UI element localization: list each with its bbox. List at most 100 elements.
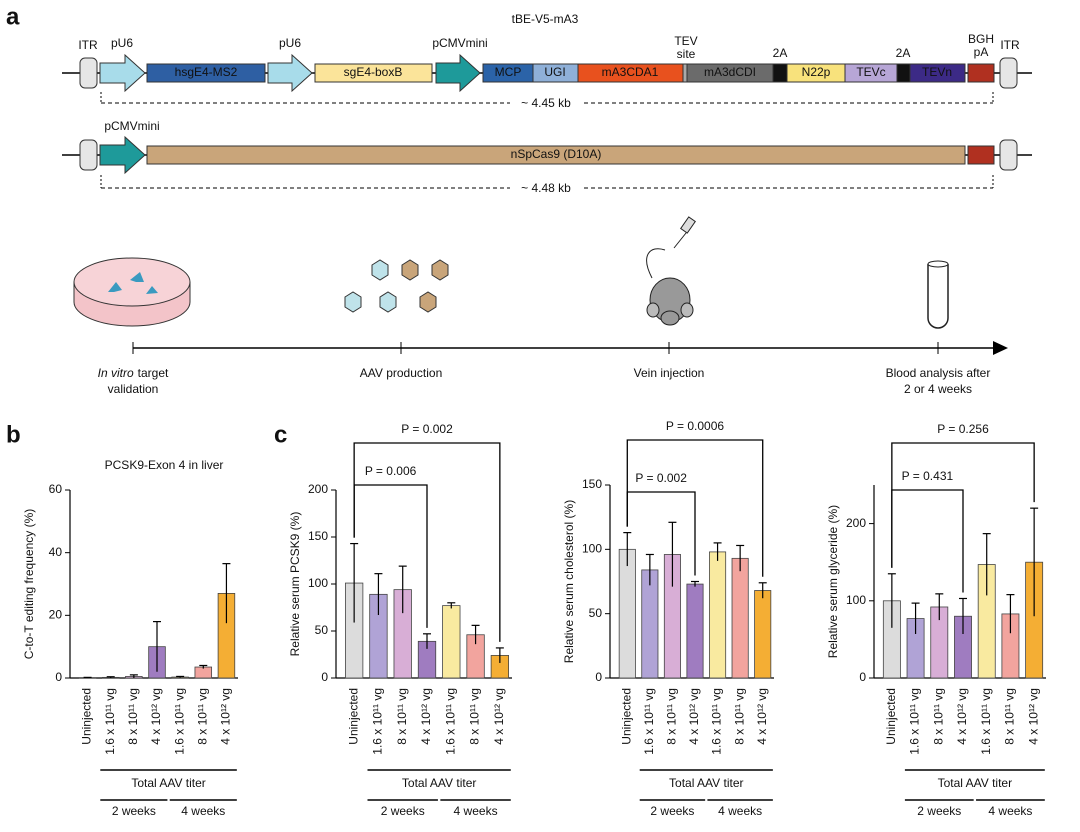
group-label: 4 weeks <box>181 804 225 818</box>
tube-icon <box>927 260 949 329</box>
bar <box>754 590 772 679</box>
promoter-arrow <box>435 53 481 93</box>
x-tick-label: 1.6 x 10¹¹ vg <box>443 688 457 755</box>
element-label: pCMVmini <box>432 36 487 50</box>
segment <box>896 63 911 83</box>
bar <box>194 666 213 679</box>
bar <box>686 583 704 679</box>
segment-label: sgE4-boxB <box>344 65 403 79</box>
y-tick-label: 60 <box>49 482 63 496</box>
panel-label: a <box>6 3 20 30</box>
x-tick-label: 1.6 x 10¹¹ vg <box>979 688 993 755</box>
panel-label: c <box>274 421 287 448</box>
size-label: ~ 4.45 kb <box>521 96 571 110</box>
segment <box>909 63 966 83</box>
segment-label: N22p <box>802 65 831 79</box>
group-label: 2 weeks <box>650 804 694 818</box>
element-label: 2A <box>896 46 911 60</box>
element-label: BGH <box>968 32 994 46</box>
p-value: P = 0.002 <box>401 422 453 436</box>
y-axis-label: Relative serum PCSK9 (%) <box>288 512 302 657</box>
y-tick-label: 20 <box>49 608 63 622</box>
x-tick-label: 1.6 x 10¹¹ vg <box>103 688 117 755</box>
y-tick-label: 200 <box>846 516 866 530</box>
x-tick-label: 1.6 x 10¹¹ vg <box>371 688 385 755</box>
x-tick-label: 8 x 10¹¹ vg <box>126 688 140 745</box>
x-tick-label: 4 x 10¹² vg <box>1026 688 1040 745</box>
group-label: 4 weeks <box>988 804 1032 818</box>
timeline-label: In vitro <box>98 366 134 380</box>
x-tick-label: 4 x 10¹² vg <box>419 688 433 745</box>
segment <box>146 63 266 83</box>
group-label: Total AAV titer <box>669 776 743 790</box>
segment-label: MCP <box>495 65 522 79</box>
bar <box>618 548 636 679</box>
bar <box>731 557 749 679</box>
x-tick-label: 4 x 10¹² vg <box>687 688 701 745</box>
y-tick-label: 0 <box>595 670 602 684</box>
y-tick-label: 150 <box>308 529 328 543</box>
petri-dish-icon <box>73 257 191 327</box>
timeline-label: In vitro target <box>98 366 169 380</box>
p-value: P = 0.006 <box>365 464 417 478</box>
segment-label: nSpCas9 (D10A) <box>511 147 602 161</box>
element-label: ITR <box>78 38 98 52</box>
y-tick-label: 150 <box>582 477 602 491</box>
bar <box>442 605 461 679</box>
x-tick-label: Uninjected <box>619 688 633 745</box>
bracket <box>626 439 764 577</box>
x-tick-label: 8 x 10¹¹ vg <box>468 688 482 745</box>
promoter-arrow <box>99 135 146 175</box>
y-tick-label: 0 <box>859 670 866 684</box>
y-axis-label: Relative serum glyceride (%) <box>826 505 840 658</box>
segment-label: mA3dCDI <box>704 65 756 79</box>
y-tick-label: 50 <box>589 606 603 620</box>
itr <box>79 139 98 171</box>
x-tick-label: 1.6 x 10¹¹ vg <box>710 688 724 755</box>
timeline-label: Vein injection <box>634 366 705 380</box>
segment-label: hsgE4-MS2 <box>175 65 238 79</box>
segment-label: TEVn <box>922 65 952 79</box>
y-axis-label: C-to-T editing frequency (%) <box>22 509 36 660</box>
group-label: 2 weeks <box>112 804 156 818</box>
itr <box>999 57 1018 89</box>
element-label: 2A <box>773 46 788 60</box>
x-tick-label: 4 x 10¹² vg <box>755 688 769 745</box>
segment <box>967 145 995 165</box>
group-label: 2 weeks <box>381 804 425 818</box>
segment <box>772 63 788 83</box>
x-tick-label: 8 x 10¹¹ vg <box>665 688 679 745</box>
p-value: P = 0.0006 <box>666 419 724 433</box>
p-value: P = 0.002 <box>635 471 687 485</box>
x-tick-label: Uninjected <box>884 688 898 745</box>
element-label: pU6 <box>279 36 301 50</box>
y-tick-label: 200 <box>308 482 328 496</box>
y-tick-label: 100 <box>846 593 866 607</box>
y-tick-label: 40 <box>49 545 63 559</box>
element-label: TEV <box>674 34 697 48</box>
element-label: site <box>677 47 696 61</box>
element-label: pA <box>974 45 989 59</box>
bracket <box>626 491 696 576</box>
group-label: Total AAV titer <box>402 776 476 790</box>
x-tick-label: Uninjected <box>80 688 94 745</box>
segment <box>314 63 433 83</box>
panel-label: b <box>6 421 21 448</box>
segment <box>146 145 966 165</box>
timeline-label: target <box>138 366 169 380</box>
bar <box>641 569 659 679</box>
y-tick-label: 100 <box>582 542 602 556</box>
segment <box>967 63 995 83</box>
bracket <box>353 442 501 642</box>
label-bg <box>510 181 582 195</box>
group-label: 4 weeks <box>454 804 498 818</box>
segment <box>682 63 688 83</box>
timeline-label: Blood analysis after <box>886 366 991 380</box>
x-tick-label: 1.6 x 10¹¹ vg <box>642 688 656 755</box>
y-axis-label: Relative serum cholesterol (%) <box>562 500 576 663</box>
bar <box>709 551 727 679</box>
p-value: P = 0.431 <box>902 469 954 483</box>
y-tick-label: 0 <box>55 670 62 684</box>
construct-title: tBE-V5-mA3 <box>512 12 579 26</box>
